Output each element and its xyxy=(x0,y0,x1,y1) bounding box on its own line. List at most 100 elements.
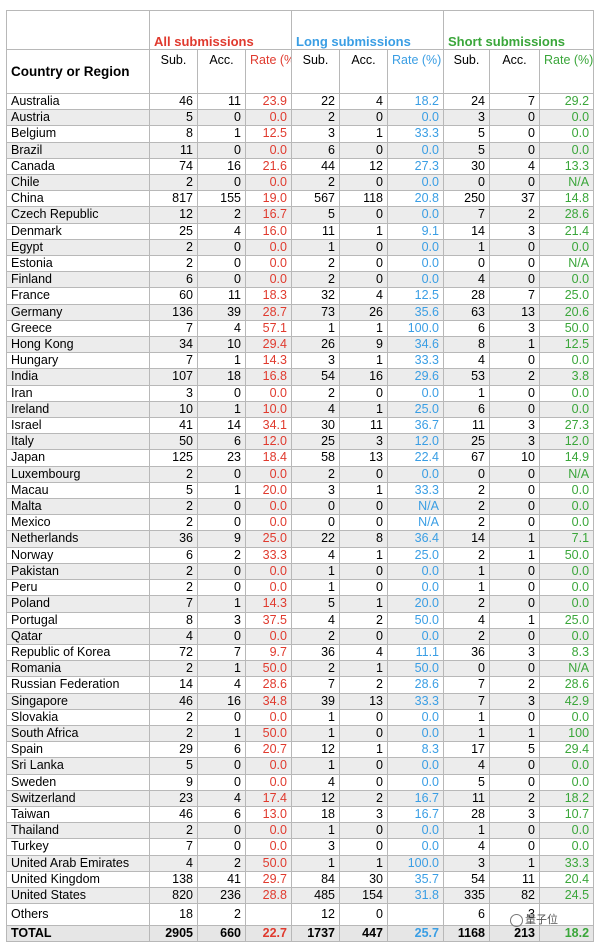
cell-short-sub: 7 xyxy=(443,676,490,694)
cell-country: Belgium xyxy=(6,125,150,143)
cell-country: Iran xyxy=(6,384,150,402)
cell-all-acc: 4 xyxy=(197,789,246,807)
cell-all-rate: 0.0 xyxy=(245,384,292,402)
cell-long-sub: 32 xyxy=(291,287,340,305)
cell-long-rate: N/A xyxy=(387,514,444,532)
cell-country: France xyxy=(6,287,150,305)
table-row: Iran 3 0 0.0 2 0 0.0 1 0 0.0 xyxy=(6,384,595,402)
cell-country: Greece xyxy=(6,319,150,338)
cell-long-acc: 0 xyxy=(339,708,388,726)
cell-long-acc: 16 xyxy=(339,368,388,386)
cell-long-acc: 0 xyxy=(339,465,388,483)
cell-short-acc: 2 xyxy=(489,676,540,694)
cell-all-rate: 0.0 xyxy=(245,822,292,840)
cell-long-acc: 0 xyxy=(339,579,388,597)
cell-short-sub: 1 xyxy=(443,384,490,402)
table-row: Denmark 25 4 16.0 11 1 9.1 14 3 21.4 xyxy=(6,222,595,240)
cell-long-rate: 0.0 xyxy=(387,465,444,483)
cell-all-acc: 3 xyxy=(197,611,246,629)
cell-long-acc: 4 xyxy=(339,287,388,305)
cell-short-rate: 8.3 xyxy=(538,643,595,662)
cell-short-rate: 0.0 xyxy=(538,498,595,516)
cell-short-sub: 2 xyxy=(443,514,490,532)
table-row: Chile 2 0 0.0 2 0 0.0 0 0 N/A xyxy=(6,174,595,192)
cell-all-sub: 2905 xyxy=(149,925,198,943)
cell-long-sub: 0 xyxy=(291,514,340,532)
cell-long-rate: 0.0 xyxy=(387,174,444,192)
cell-short-rate: 0.0 xyxy=(538,125,595,143)
cell-short-sub: 5 xyxy=(443,773,490,791)
cell-long-sub: 30 xyxy=(291,417,340,435)
cell-all-sub: 6 xyxy=(149,546,198,564)
cell-short-rate: 100 xyxy=(538,724,595,743)
cell-short-acc: 0 xyxy=(489,384,540,402)
table-row: Romania 2 1 50.0 2 1 50.0 0 0 N/A xyxy=(6,660,595,678)
cell-long-rate: 27.3 xyxy=(387,157,444,176)
cell-all-acc: 6 xyxy=(197,741,246,759)
cell-all-rate: 0.0 xyxy=(245,773,292,791)
cell-short-acc: 3 xyxy=(489,222,540,240)
cell-all-acc: 0 xyxy=(197,838,246,856)
cell-short-rate: 0.0 xyxy=(538,757,595,775)
table-row: Sweden 9 0 0.0 4 0 0.0 5 0 0.0 xyxy=(6,773,595,791)
cell-all-sub: 46 xyxy=(149,92,198,111)
cell-long-sub: 3 xyxy=(291,481,340,500)
cell-all-sub: 2 xyxy=(149,822,198,840)
cell-long-sub: 2 xyxy=(291,271,340,289)
cell-long-rate: 12.5 xyxy=(387,287,444,305)
cell-all-sub: 25 xyxy=(149,222,198,240)
cell-all-acc: 0 xyxy=(197,271,246,289)
cell-country: United States xyxy=(6,886,150,905)
cell-long-rate: 0.0 xyxy=(387,271,444,289)
cell-short-acc: 0 xyxy=(489,822,540,840)
cell-long-sub: 12 xyxy=(291,789,340,807)
cell-all-sub: 11 xyxy=(149,141,198,159)
cell-short-sub: 5 xyxy=(443,141,490,159)
cell-all-rate: 28.6 xyxy=(245,676,292,694)
cell-long-acc: 0 xyxy=(339,384,388,402)
cell-all-rate: 0.0 xyxy=(245,708,292,726)
cell-all-sub: 72 xyxy=(149,643,198,662)
group-header-short: Short submissions xyxy=(442,10,595,50)
cell-long-rate xyxy=(387,903,444,927)
cell-country: Chile xyxy=(6,174,150,192)
cell-long-sub: 25 xyxy=(291,433,340,451)
table-row: Russian Federation 14 4 28.6 7 2 28.6 7 2 28.6 xyxy=(6,676,595,694)
cell-long-acc: 2 xyxy=(339,789,388,807)
cell-all-sub: 2 xyxy=(149,465,198,483)
cell-all-acc: 4 xyxy=(197,676,246,694)
cell-country: TOTAL xyxy=(6,925,150,943)
table-row: Canada 74 16 21.6 44 12 27.3 30 4 13.3 xyxy=(6,157,595,176)
cell-short-rate: 0.0 xyxy=(538,271,595,289)
table-row: Macau 5 1 20.0 3 1 33.3 2 0 0.0 xyxy=(6,481,595,500)
cell-short-sub: 2 xyxy=(443,498,490,516)
cell-long-rate: 31.8 xyxy=(387,886,444,905)
cell-long-acc: 447 xyxy=(339,925,388,943)
column-header-all-acc: Acc. xyxy=(197,49,246,94)
cell-all-sub: 2 xyxy=(149,255,198,273)
cell-long-sub: 1 xyxy=(291,708,340,726)
cell-all-acc: 6 xyxy=(197,805,246,824)
cell-long-rate: 0.0 xyxy=(387,109,444,127)
cell-all-rate: 50.0 xyxy=(245,724,292,743)
cell-all-sub: 46 xyxy=(149,692,198,710)
table-row: Qatar 4 0 0.0 2 0 0.0 2 0 0.0 xyxy=(6,627,595,645)
cell-all-sub: 2 xyxy=(149,174,198,192)
column-header-long-acc: Acc. xyxy=(339,49,388,94)
cell-all-acc: 39 xyxy=(197,303,246,321)
cell-long-rate: 11.1 xyxy=(387,643,444,662)
cell-all-rate: 20.7 xyxy=(245,741,292,759)
table-row: Hong Kong 34 10 29.4 26 9 34.6 8 1 12.5 xyxy=(6,336,595,354)
cell-long-acc: 0 xyxy=(339,773,388,791)
cell-long-acc: 4 xyxy=(339,643,388,662)
cell-all-sub: 2 xyxy=(149,708,198,726)
cell-long-rate: 50.0 xyxy=(387,660,444,678)
table-row: Taiwan 46 6 13.0 18 3 16.7 28 3 10.7 xyxy=(6,805,595,824)
cell-country: Romania xyxy=(6,660,150,678)
table-row: Norway 6 2 33.3 4 1 25.0 2 1 50.0 xyxy=(6,546,595,564)
cell-short-rate: 25.0 xyxy=(538,611,595,629)
cell-country: Hungary xyxy=(6,352,150,370)
cell-short-rate: 0.0 xyxy=(538,238,595,257)
cell-all-sub: 34 xyxy=(149,336,198,354)
group-header-all: All submissions xyxy=(149,10,292,50)
